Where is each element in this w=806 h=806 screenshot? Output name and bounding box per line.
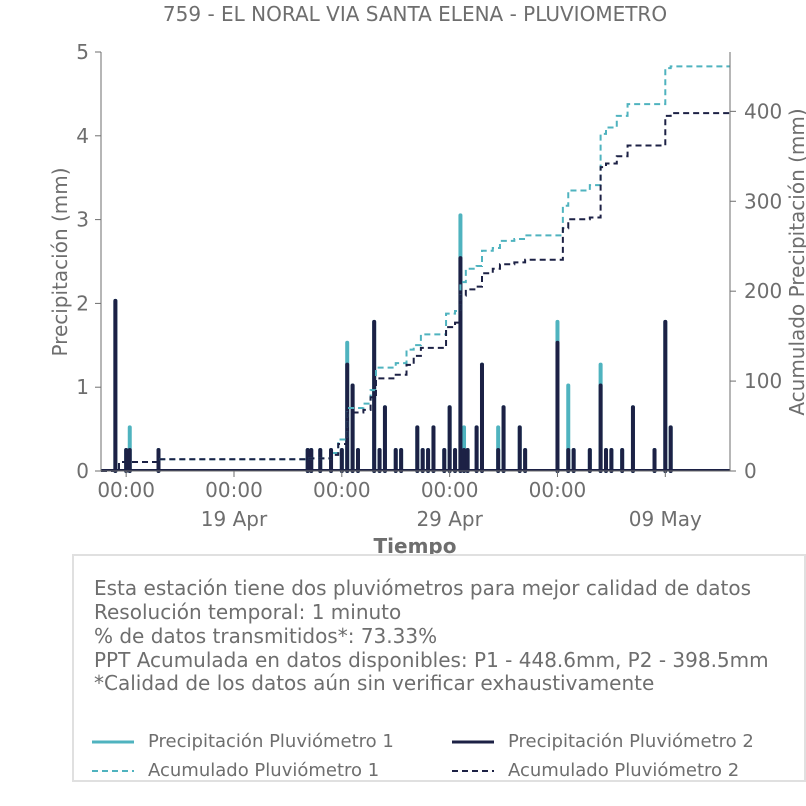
rainfall-chart: 759 - EL NORAL VIA SANTA ELENA - PLUVIOM… bbox=[48, 2, 806, 558]
y2-tick-label: 100 bbox=[744, 369, 782, 393]
chart-title: 759 - EL NORAL VIA SANTA ELENA - PLUVIOM… bbox=[163, 2, 667, 26]
x-tick-time-label: 00:00 bbox=[205, 478, 263, 502]
x-tick-time-label: 00:00 bbox=[529, 478, 587, 502]
legend-label-precip-2: Precipitación Pluviómetro 2 bbox=[508, 731, 754, 752]
y2-tick-label: 200 bbox=[744, 279, 782, 303]
y-tick-label: 5 bbox=[76, 40, 89, 64]
y-tick-label: 2 bbox=[76, 291, 89, 315]
info-line-disclaimer: *Calidad de los datos aún sin verificar … bbox=[94, 671, 655, 695]
x-tick-date-label: 29 Apr bbox=[416, 507, 483, 531]
info-line-resolution: Resolución temporal: 1 minuto bbox=[94, 600, 402, 624]
y-tick-label: 4 bbox=[76, 124, 89, 148]
legend-swatch-accum-2 bbox=[452, 770, 494, 772]
x-tick-date-label: 19 Apr bbox=[201, 507, 268, 531]
x-tick-time-label: 00:00 bbox=[313, 478, 371, 502]
info-line-transmitted: % de datos transmitidos*: 73.33% bbox=[94, 624, 438, 648]
y2-tick-label: 300 bbox=[744, 189, 782, 213]
info-line-stations: Esta estación tiene dos pluviómetros par… bbox=[94, 576, 752, 600]
legend-swatch-precip-1 bbox=[92, 740, 134, 744]
x-tick-time-label: 00:00 bbox=[421, 478, 479, 502]
legend-label-precip-1: Precipitación Pluviómetro 1 bbox=[148, 731, 394, 752]
accum-series-2-line bbox=[101, 112, 730, 472]
y-tick-label: 0 bbox=[76, 459, 89, 483]
y-tick-label: 1 bbox=[76, 375, 89, 399]
legend-label-accum-1: Acumulado Pluviómetro 1 bbox=[148, 760, 380, 781]
y-tick-label: 3 bbox=[76, 208, 89, 232]
y2-tick-label: 400 bbox=[744, 99, 782, 123]
y2-tick-label: 0 bbox=[744, 459, 757, 483]
accum-series-1-line bbox=[101, 65, 730, 472]
x-tick-time-label: 00:00 bbox=[97, 478, 155, 502]
legend-swatch-accum-1 bbox=[92, 770, 134, 772]
axes: 0 1 2 3 4 5 0 100 200 300 400 00:00 00:00 19 Apr 00:00… bbox=[76, 40, 782, 531]
precip-series-2 bbox=[113, 256, 673, 473]
legend-label-accum-2: Acumulado Pluviómetro 2 bbox=[508, 760, 740, 781]
series-layer bbox=[101, 65, 730, 473]
x-tick-date-label: 09 May bbox=[629, 507, 702, 531]
station-info-box: Esta estación tiene dos pluviómetros par… bbox=[72, 554, 806, 782]
info-line-accumulated: PPT Acumulada en datos disponibles: P1 -… bbox=[94, 648, 769, 672]
y-axis-label: Precipitación (mm) bbox=[48, 167, 72, 356]
legend-swatch-precip-2 bbox=[452, 740, 494, 744]
precip-series-1 bbox=[113, 213, 673, 473]
y2-axis-label: Acumulado Precipitación (mm) bbox=[785, 108, 806, 415]
